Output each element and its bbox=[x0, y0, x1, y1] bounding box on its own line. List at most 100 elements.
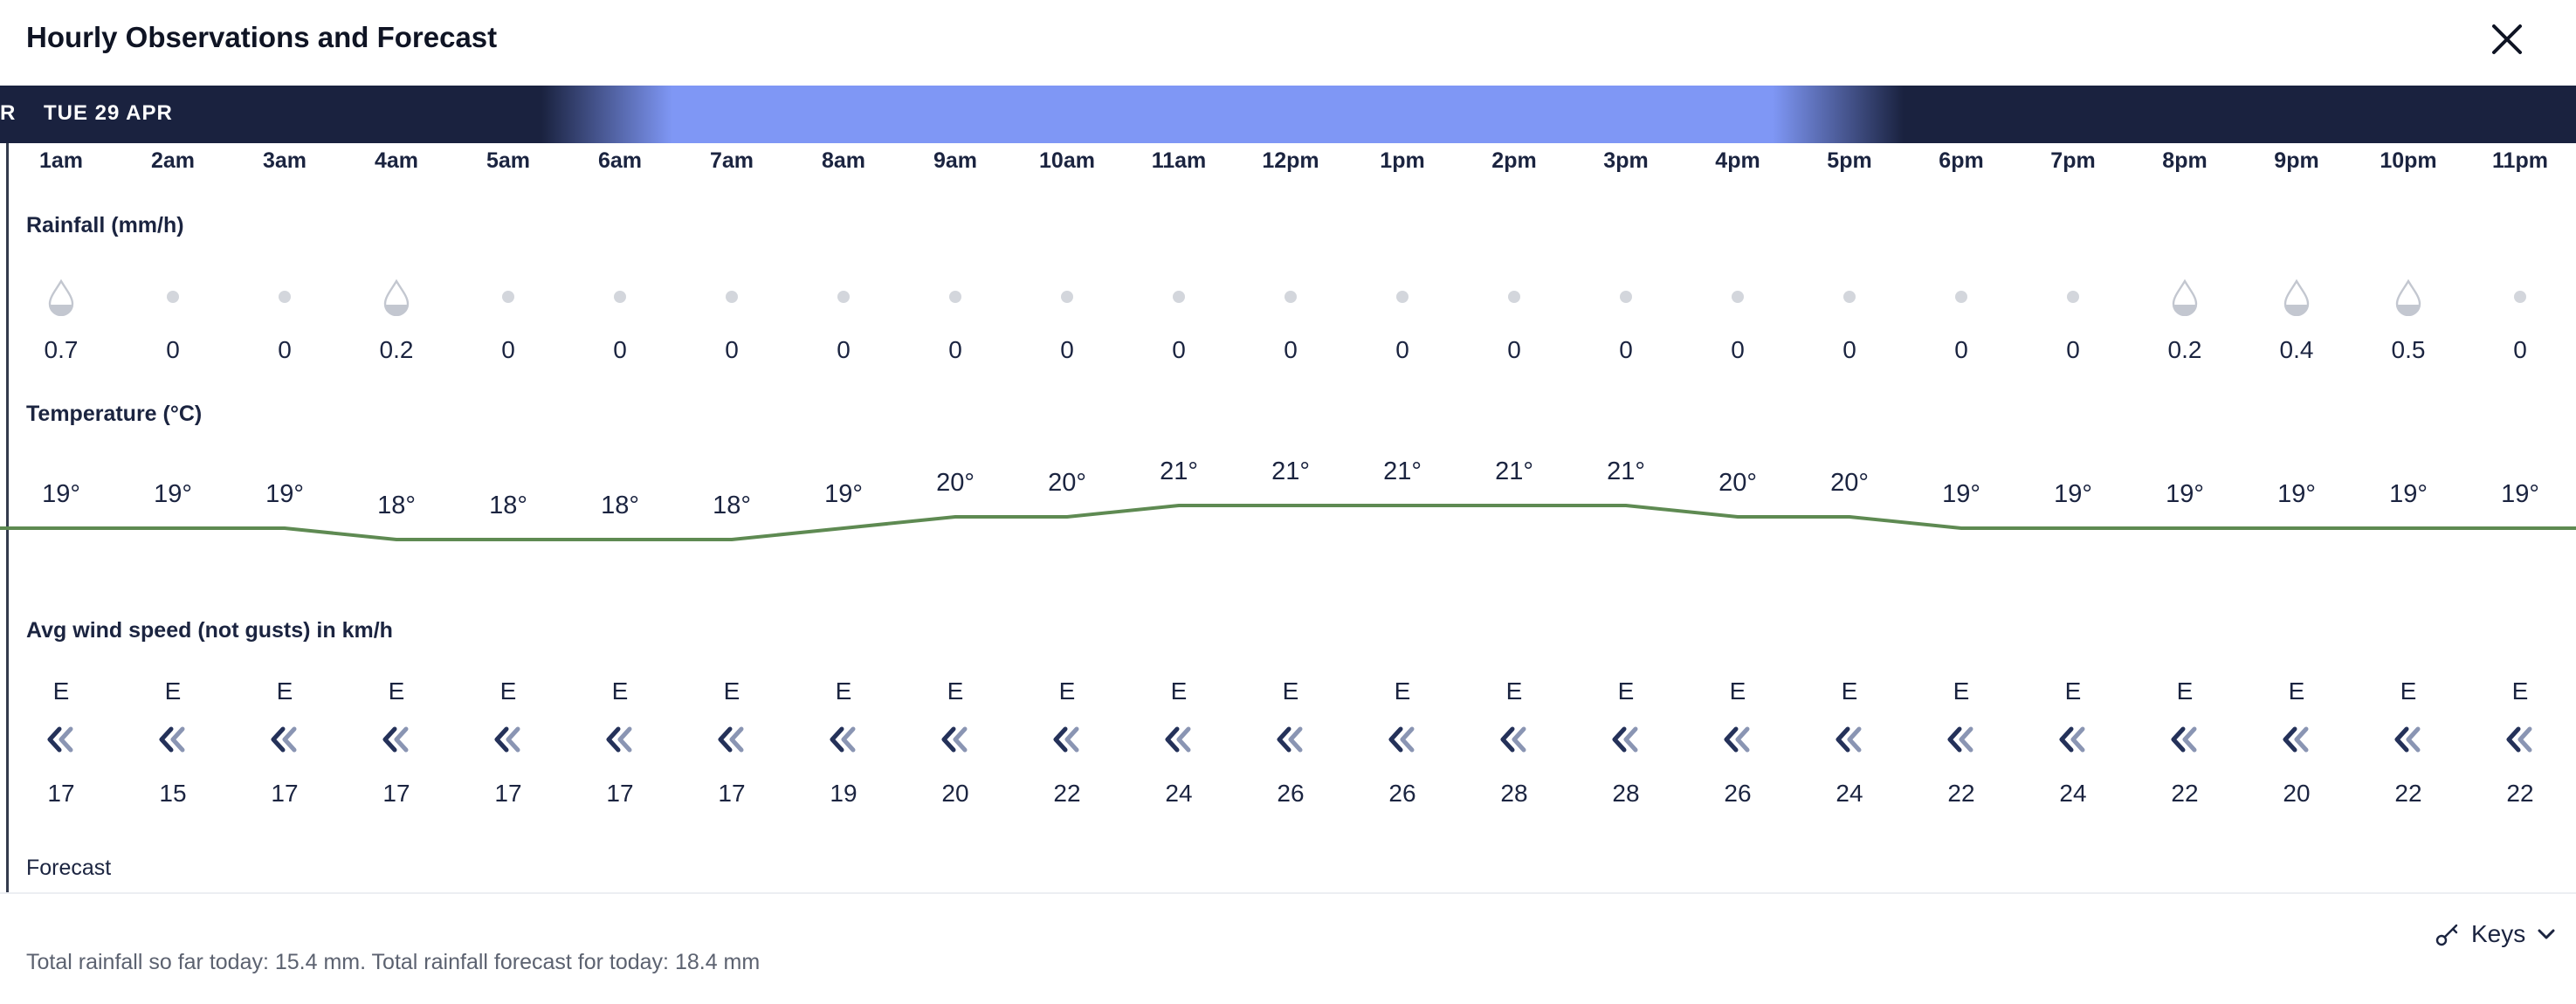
wind-direction-chevrons-icon bbox=[718, 726, 744, 753]
wind-direction: E bbox=[2176, 677, 2194, 705]
wind-direction-chevrons-icon bbox=[1947, 726, 1973, 753]
wind-speed-value: 20 bbox=[2283, 780, 2311, 807]
rainfall-value: 0 bbox=[1507, 336, 1521, 363]
hour-label: 11am bbox=[1151, 148, 1207, 173]
rainfall-value: 0 bbox=[613, 336, 627, 363]
temperature-value: 18° bbox=[601, 492, 639, 519]
keys-label: Keys bbox=[2471, 920, 2526, 947]
forecast-label: Forecast bbox=[26, 856, 112, 880]
rainfall-value: 0 bbox=[166, 336, 180, 363]
rainfall-value: 0 bbox=[837, 336, 851, 363]
rainfall-value: 0 bbox=[1731, 336, 1745, 363]
wind-speed-value: 26 bbox=[1724, 780, 1752, 807]
wind-speed-value: 22 bbox=[2394, 780, 2422, 807]
temperature-value: 19° bbox=[42, 480, 80, 508]
hour-label: 11pm bbox=[2492, 148, 2548, 173]
hour-label: 10pm bbox=[2380, 148, 2437, 173]
no-rain-dot-icon bbox=[837, 291, 850, 303]
temperature-value: 19° bbox=[2389, 480, 2428, 508]
rainfall-value: 0 bbox=[725, 336, 739, 363]
temperature-line-chart bbox=[0, 504, 2576, 541]
hour-label: 1pm bbox=[1380, 148, 1425, 173]
raindrop-icon bbox=[48, 279, 74, 316]
wind-direction-chevrons-icon bbox=[2394, 726, 2421, 753]
chevron-down-icon bbox=[2538, 929, 2555, 939]
wind-direction: E bbox=[611, 677, 629, 705]
wind-speed-value: 24 bbox=[2059, 780, 2087, 807]
temperature-value: 18° bbox=[377, 492, 416, 519]
hour-label: 4pm bbox=[1715, 148, 1760, 173]
wind-direction: E bbox=[1058, 677, 1076, 705]
wind-direction-chevrons-icon bbox=[2059, 726, 2085, 753]
rainfall-value: 0 bbox=[2513, 336, 2527, 363]
raindrop-icon bbox=[2172, 279, 2198, 316]
hour-label: 5am bbox=[486, 148, 531, 173]
wind-direction: E bbox=[835, 677, 852, 705]
hour-label: 12pm bbox=[1262, 148, 1319, 173]
temperature-value: 21° bbox=[1383, 457, 1422, 485]
rainfall-label: Rainfall (mm/h) bbox=[26, 213, 184, 237]
wind-speed-value: 26 bbox=[1277, 780, 1305, 807]
no-rain-dot-icon bbox=[279, 291, 291, 303]
temperature-value: 19° bbox=[2277, 480, 2316, 508]
no-rain-dot-icon bbox=[949, 291, 961, 303]
wind-speed-value: 22 bbox=[2506, 780, 2534, 807]
wind-direction-chevrons-icon bbox=[494, 726, 520, 753]
temperature-value: 21° bbox=[1607, 457, 1645, 485]
no-rain-dot-icon bbox=[1396, 291, 1409, 303]
no-rain-dot-icon bbox=[1620, 291, 1632, 303]
wind-speed-value: 19 bbox=[830, 780, 858, 807]
temperature-line bbox=[0, 504, 2576, 541]
wind-direction-chevrons-icon bbox=[941, 726, 968, 753]
wind-direction-chevrons-icon bbox=[1724, 726, 1750, 753]
wind-direction: E bbox=[1729, 677, 1746, 705]
wind-direction: E bbox=[947, 677, 964, 705]
wind-direction-chevrons-icon bbox=[1612, 726, 1638, 753]
wind-direction: E bbox=[1282, 677, 1299, 705]
temperature-value: 19° bbox=[154, 480, 192, 508]
key-icon bbox=[2435, 924, 2458, 946]
temperature-value: 20° bbox=[1048, 469, 1086, 497]
wind-direction: E bbox=[1841, 677, 1858, 705]
wind-direction-chevrons-icon bbox=[830, 726, 856, 753]
no-rain-dot-icon bbox=[1508, 291, 1520, 303]
hour-label: 2am bbox=[150, 148, 196, 173]
hour-label: 10am bbox=[1039, 148, 1095, 173]
hour-label: 2pm bbox=[1491, 148, 1537, 173]
wind-direction-chevrons-icon bbox=[1500, 726, 1526, 753]
wind-direction-chevrons-icon bbox=[606, 726, 632, 753]
dialog-title: Hourly Observations and Forecast bbox=[26, 21, 498, 53]
temperature-value: 21° bbox=[1160, 457, 1198, 485]
hour-label: 9pm bbox=[2274, 148, 2319, 173]
wind-speed-value: 24 bbox=[1165, 780, 1193, 807]
wind-direction: E bbox=[164, 677, 182, 705]
temperature-value: 19° bbox=[2501, 480, 2539, 508]
hour-label: 3am bbox=[262, 148, 307, 173]
wind-speed-value: 22 bbox=[1053, 780, 1081, 807]
wind-direction: E bbox=[1394, 677, 1411, 705]
no-rain-dot-icon bbox=[614, 291, 626, 303]
no-rain-dot-icon bbox=[726, 291, 738, 303]
wind-direction: E bbox=[2400, 677, 2417, 705]
wind-speed-value: 26 bbox=[1388, 780, 1416, 807]
temperature-value: 20° bbox=[1718, 469, 1757, 497]
rainfall-value: 0.4 bbox=[2279, 336, 2314, 363]
rainfall-value: 0 bbox=[1619, 336, 1633, 363]
previous-day-label[interactable]: R bbox=[0, 101, 16, 125]
wind-direction: E bbox=[2511, 677, 2529, 705]
wind-direction-chevrons-icon bbox=[2171, 726, 2197, 753]
close-button[interactable] bbox=[2485, 17, 2529, 61]
temperature-value: 19° bbox=[265, 480, 304, 508]
temperature-value: 21° bbox=[1271, 457, 1310, 485]
wind-direction: E bbox=[723, 677, 740, 705]
temperature-value: 20° bbox=[936, 469, 975, 497]
rainfall-value: 0 bbox=[1954, 336, 1968, 363]
wind-direction-chevrons-icon bbox=[1388, 726, 1415, 753]
wind-direction: E bbox=[388, 677, 405, 705]
no-rain-dot-icon bbox=[1732, 291, 1744, 303]
no-rain-dot-icon bbox=[2514, 291, 2526, 303]
wind-direction: E bbox=[2288, 677, 2305, 705]
raindrop-icon bbox=[2395, 279, 2421, 316]
no-rain-dot-icon bbox=[1061, 291, 1073, 303]
keys-toggle[interactable]: Keys bbox=[2435, 917, 2557, 952]
